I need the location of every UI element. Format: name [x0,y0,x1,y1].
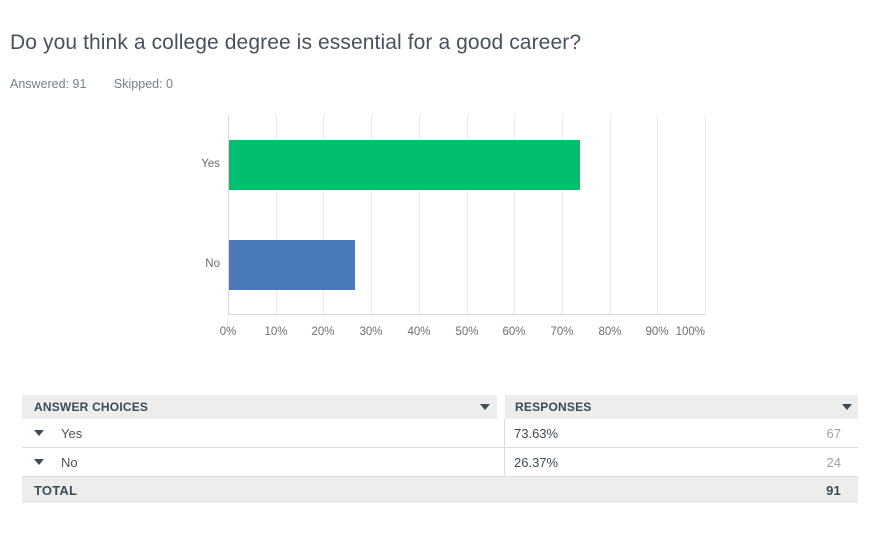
chart-gridline [419,115,420,314]
chart-gridline [562,115,563,314]
total-count: 91 [826,482,841,498]
table-row: No 26.37% 24 [22,448,858,477]
x-axis-tick-label: 20% [311,326,335,338]
question-title: Do you think a college degree is essenti… [10,31,582,54]
table-header-row: ANSWER CHOICES RESPONSES [22,395,858,419]
responses-sort-caret-icon[interactable] [842,404,852,410]
responses-header-label: RESPONSES [515,400,592,414]
chart-gridline [657,115,658,314]
chart-gridline [514,115,515,314]
chart-gridline [371,115,372,314]
responses-header-cell: RESPONSES [505,395,858,419]
row-expand-caret-icon[interactable] [34,430,44,436]
chart-gridline [276,115,277,314]
x-axis-tick-label: 90% [645,326,669,338]
chart-gridline [610,115,611,314]
chart-gridline [323,115,324,314]
chart-gridline [705,115,706,314]
bar-band [228,115,705,215]
bar-band [228,215,705,315]
x-axis-tick-label: 80% [598,326,622,338]
x-axis-tick-label: 0% [219,326,237,338]
row-expand-caret-icon[interactable] [34,459,44,465]
question-meta: Answered: 91 Skipped: 0 [10,77,197,91]
response-percent: 73.63% [514,425,559,441]
x-axis-tick-label: 60% [502,326,526,338]
answer-choice-cell: Yes [22,419,505,447]
answer-choices-header-label: ANSWER CHOICES [34,400,149,414]
responses-cell: 26.37% 24 [505,448,858,476]
response-count: 67 [826,425,841,441]
responses-cell: 73.63% 67 [505,419,858,447]
chart-x-axis: 0% 10% 20% 30% 40% 50% 60% 70% 80% 90% 100% [220,326,705,340]
table-total-row: TOTAL 91 [22,477,858,503]
response-percent: 26.37% [514,454,559,470]
x-axis-tick-label: 50% [455,326,479,338]
total-label: TOTAL [34,482,78,498]
bar-no [229,240,355,290]
x-axis-tick-label: 10% [264,326,288,338]
x-axis-tick-label: 40% [407,326,431,338]
bar-yes [229,140,580,190]
skipped-count: Skipped: 0 [113,77,173,91]
table-body: Yes 73.63% 67 No 26.37% 24 [22,419,858,477]
answer-choice-label: Yes [61,425,83,441]
bar-chart-plot-area [228,115,706,315]
response-count: 24 [826,454,841,470]
results-table: ANSWER CHOICES RESPONSES Yes 73.63% 67 N… [22,395,858,503]
chart-gridline [467,115,468,314]
table-row: Yes 73.63% 67 [22,419,858,448]
chart-gridline [228,115,229,314]
answer-choice-cell: No [22,448,505,476]
answered-count: Answered: 91 [10,77,87,91]
x-axis-tick-label: 30% [359,326,383,338]
answer-choice-label: No [61,454,78,470]
chart-category-label: Yes [201,158,220,170]
x-axis-tick-label: 100% [675,326,705,338]
chart-category-label: No [205,258,220,270]
answer-choices-sort-caret-icon[interactable] [480,404,490,410]
x-axis-tick-label: 70% [550,326,574,338]
header-column-gap [497,395,505,419]
answer-choices-header-cell: ANSWER CHOICES [22,395,497,419]
